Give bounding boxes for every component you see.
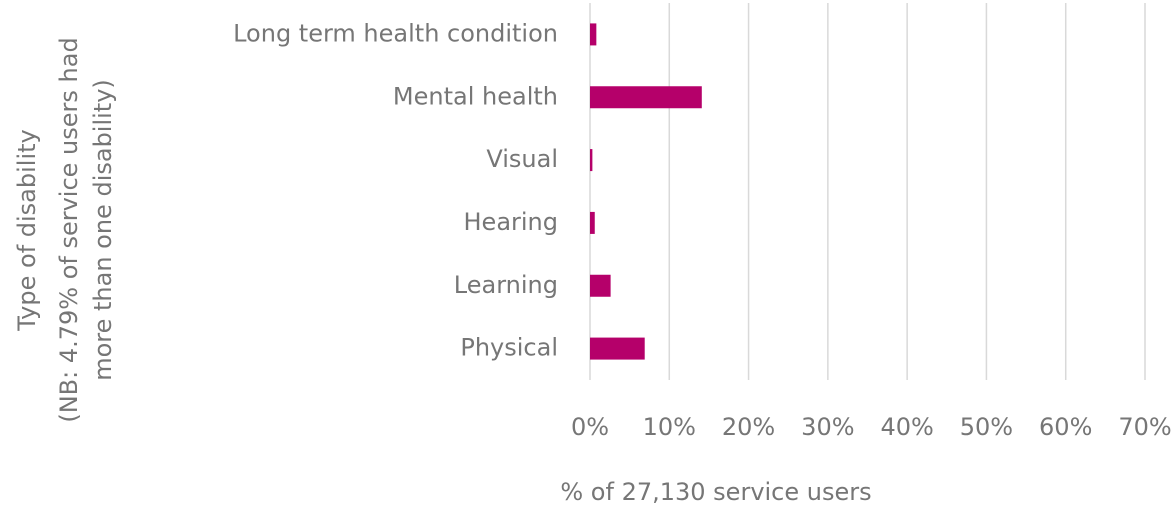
y-tick-label: Hearing — [464, 208, 559, 236]
x-tick-label: 60% — [1039, 413, 1092, 441]
x-tick-label: 10% — [643, 413, 696, 441]
bar — [590, 211, 595, 234]
x-tick-label: 50% — [960, 413, 1013, 441]
y-axis-label: (NB: 4.79% of service users had — [55, 37, 83, 422]
bar — [590, 23, 597, 46]
bar — [590, 149, 593, 172]
bar — [590, 274, 611, 297]
x-tick-label: 20% — [722, 413, 775, 441]
y-axis-label: Type of disability — [13, 129, 41, 331]
x-tick-label: 40% — [880, 413, 933, 441]
x-axis-label: % of 27,130 service users — [560, 478, 871, 506]
bar — [590, 86, 702, 109]
y-tick-label: Visual — [486, 145, 558, 173]
y-tick-label: Physical — [460, 334, 558, 362]
y-tick-label: Learning — [454, 271, 558, 299]
x-tick-label: 0% — [571, 413, 609, 441]
bar — [590, 337, 645, 360]
x-tick-label: 70% — [1118, 413, 1171, 441]
y-tick-label: Mental health — [393, 82, 558, 110]
y-axis-label: more than one disability) — [89, 79, 117, 381]
y-tick-label: Long term health condition — [233, 19, 558, 47]
x-tick-label: 30% — [801, 413, 854, 441]
